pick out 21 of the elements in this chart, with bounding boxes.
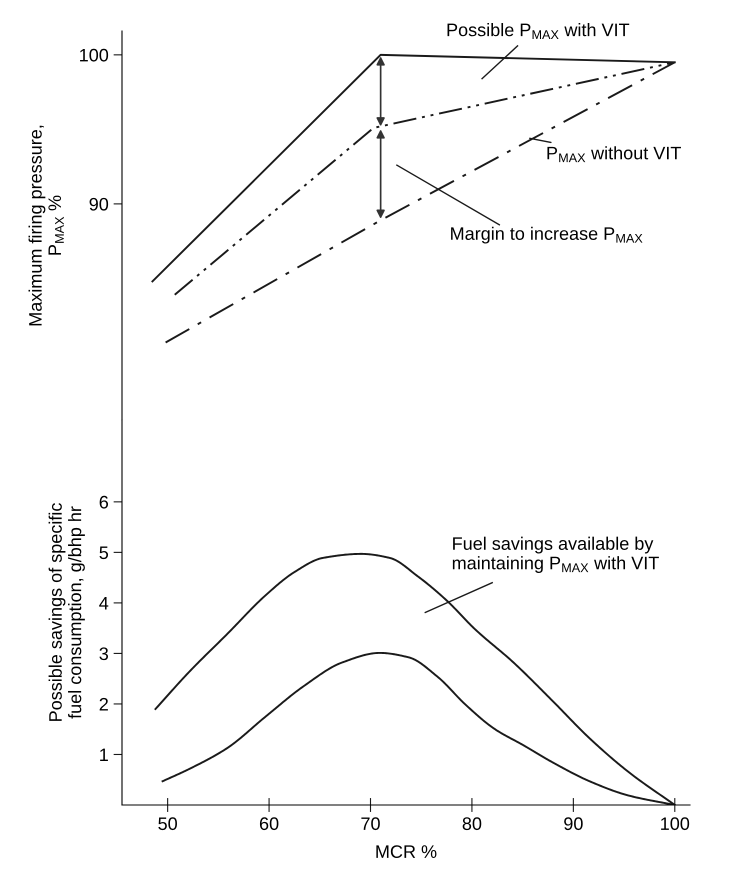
annotation: Fuel savings available by maintaining P$_{MAX}$ with VIT	[452, 536, 659, 573]
x-tick-label: 50	[158, 817, 177, 830]
annotation: Margin to increase P$_{MAX}$	[451, 226, 642, 244]
y-tick-label: 5	[99, 546, 108, 560]
y-axis-title: Maximum firing pressure, P$_{MAX}$ %	[28, 126, 64, 326]
x-axis-title: MCR %	[376, 845, 436, 858]
y-tick-label: 100	[80, 48, 108, 62]
annotation: P$_{MAX}$ without VIT	[547, 146, 681, 162]
y-tick-label: 1	[100, 748, 108, 762]
y-tick-label: 3	[99, 647, 108, 660]
x-tick-label: 100	[661, 817, 690, 830]
x-tick-label: 90	[564, 817, 583, 830]
y-tick-label: 90	[90, 198, 108, 211]
y-tick-label: 4	[99, 597, 108, 610]
x-tick-label: 60	[260, 817, 278, 830]
x-tick-label: 70	[361, 817, 380, 830]
y-tick-label: 2	[100, 698, 108, 710]
annotation: Possible P$_{MAX}$ with VIT	[448, 23, 630, 39]
y-axis-title: Possible savings of specific fuel consumption, g/bhp hr	[48, 503, 85, 721]
y-tick-label: 6	[100, 496, 108, 509]
x-tick-label: 80	[462, 817, 482, 830]
